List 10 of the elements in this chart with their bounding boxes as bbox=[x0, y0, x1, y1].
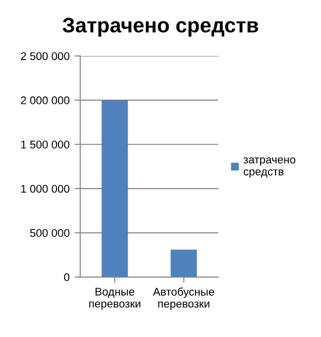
y-tick-label: 1 500 000 bbox=[21, 140, 70, 149]
y-tick-label: 2 500 000 bbox=[20, 52, 70, 60]
y-tick-label: 0 bbox=[64, 273, 70, 282]
y-tick-label: 2 000 000 bbox=[20, 96, 70, 104]
chart-title: Затрачено средств bbox=[62, 18, 258, 37]
x-tick-label: Водные перевозки bbox=[89, 288, 140, 310]
y-tick-label: 1 000 000 bbox=[21, 184, 70, 193]
x-tick-label: Автобусные перевозки bbox=[152, 287, 214, 310]
y-tick-label: 500 000 bbox=[30, 229, 70, 237]
legend-label: затрачено средств bbox=[244, 157, 296, 178]
